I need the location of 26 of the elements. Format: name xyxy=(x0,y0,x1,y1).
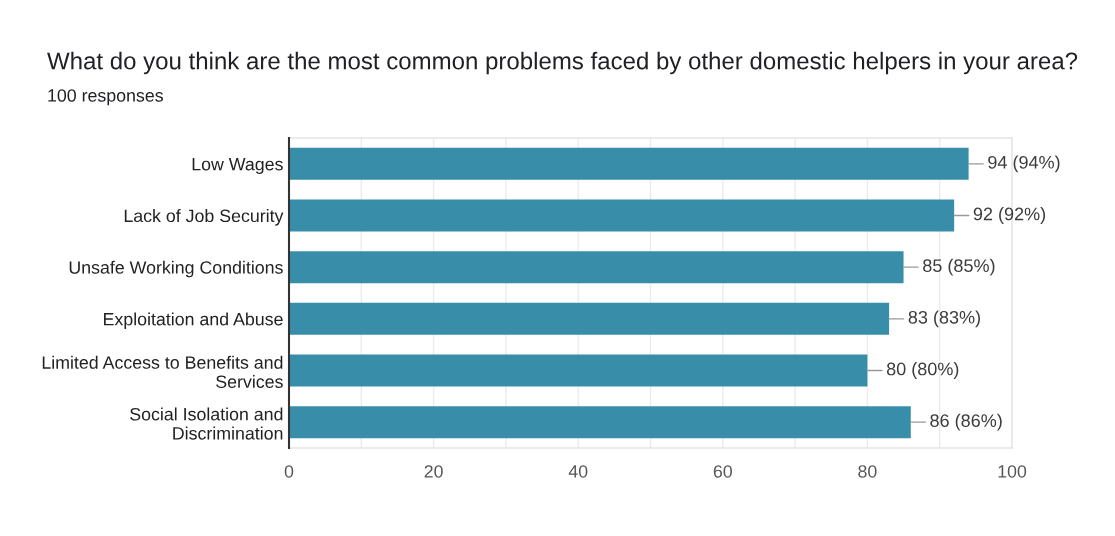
x-tick-label: 60 xyxy=(713,465,732,478)
data-label: 83 (83%) xyxy=(908,310,980,328)
bar xyxy=(289,251,904,284)
y-tick-label: Lack of Job Security xyxy=(124,209,284,226)
x-tick-label: 40 xyxy=(568,465,588,478)
data-label: 86 (86%) xyxy=(930,413,1002,431)
data-label: 94 (94%) xyxy=(988,155,1060,173)
bar xyxy=(289,302,890,335)
y-tick-label: Exploitation and Abuse xyxy=(104,312,283,329)
x-tick-label: 80 xyxy=(858,465,877,478)
data-label: 80 (80%) xyxy=(886,362,959,379)
y-tick-label: Social Isolation and Discrimination xyxy=(130,407,283,440)
bar xyxy=(289,354,868,387)
y-tick-label: Low Wages xyxy=(192,158,283,174)
y-tick-label: Limited Access to Benefits and Services xyxy=(42,355,283,388)
data-label: 92 (92%) xyxy=(973,207,1046,224)
data-label: 85 (85%) xyxy=(923,258,995,276)
x-tick-label: 0 xyxy=(284,465,294,478)
x-tick-label: 100 xyxy=(998,465,1027,478)
y-tick-label: Unsafe Working Conditions xyxy=(69,260,283,278)
bar xyxy=(289,147,969,180)
chart-title: What do you think are the most common problems faced by other domestic helpers in your area? xyxy=(47,51,1078,75)
bar xyxy=(289,406,911,439)
x-tick-label: 20 xyxy=(424,465,443,478)
bar xyxy=(289,199,955,232)
text: 100 responses xyxy=(48,89,163,106)
